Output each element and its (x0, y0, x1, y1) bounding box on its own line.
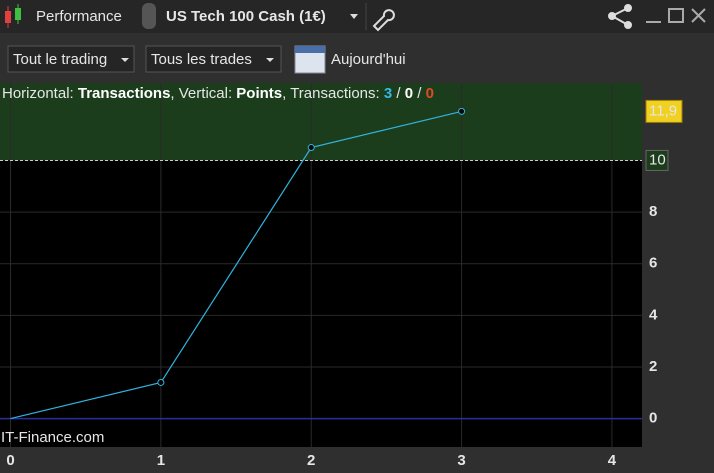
dropdown-arrow[interactable] (350, 14, 358, 19)
info-line: Horizontal: Transactions, Vertical: Poin… (2, 85, 434, 102)
series-line (10, 110, 462, 420)
y-tick-label: 2 (649, 358, 657, 375)
info-text: Horizontal: (2, 85, 74, 102)
info-text: , Vertical: (170, 85, 232, 102)
trades-label: Tous les trades (151, 51, 252, 68)
x-tick-label: 2 (307, 452, 315, 469)
value-label: 11,9 (649, 102, 677, 119)
info-count: 0 (426, 85, 434, 102)
y-tick-label: 6 (649, 255, 657, 272)
y-tick-label: 0 (649, 410, 657, 427)
maximize-button[interactable] (668, 8, 684, 23)
value-label-box (645, 99, 683, 123)
info-count: 0 (405, 85, 413, 102)
y-tick-label: 4 (649, 306, 658, 323)
instrument-selector[interactable]: US Tech 100 Cash (1€) (166, 8, 326, 25)
x-tick-label: 1 (157, 452, 165, 469)
settings-icon[interactable] (372, 9, 395, 32)
dropdown-arrow (266, 58, 274, 62)
window-title: Performance (36, 8, 122, 25)
period-label[interactable]: Aujourd'hui (331, 51, 406, 68)
zone (0, 83, 642, 161)
scope-label: Tout le trading (13, 51, 107, 68)
close-button[interactable] (691, 8, 706, 23)
y-tick-label: 10 (649, 151, 666, 168)
x-tick-label: 0 (6, 452, 14, 469)
data-point (307, 144, 315, 152)
threshold-box (645, 149, 669, 171)
x-tick-label: 4 (608, 452, 617, 469)
data-point (157, 378, 165, 386)
data-point (458, 107, 466, 115)
plot (0, 83, 642, 447)
title-bar (0, 0, 714, 33)
info-text: / (417, 85, 422, 102)
info-text: Points (236, 85, 282, 102)
scope-dropdown[interactable] (7, 45, 135, 73)
x-tick-label: 3 (457, 452, 465, 469)
trades-dropdown[interactable] (145, 45, 282, 73)
share-icon[interactable] (608, 4, 632, 29)
info-text: Transactions (78, 85, 171, 102)
calendar-icon[interactable] (294, 45, 326, 74)
info-text: / (396, 85, 401, 102)
app-icon (5, 4, 21, 28)
info-count: 3 (384, 85, 392, 102)
watermark: IT-Finance.com (1, 429, 104, 446)
link-icon[interactable] (142, 3, 156, 29)
dropdown-arrow (121, 58, 129, 62)
y-tick-label: 8 (649, 203, 657, 220)
info-text: , Transactions: (282, 85, 380, 102)
